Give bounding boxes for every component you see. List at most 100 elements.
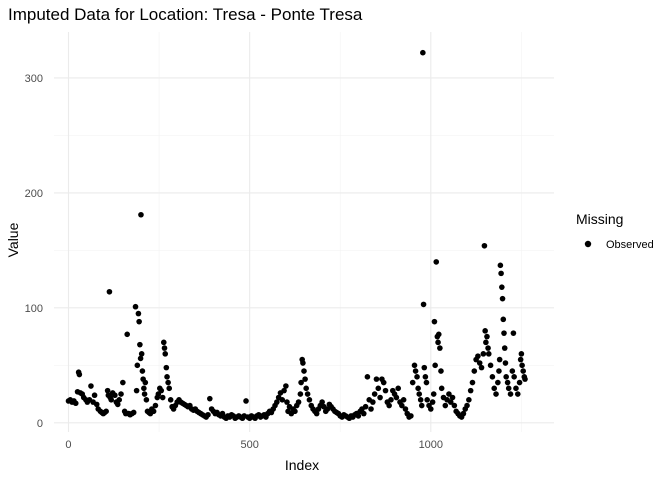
data-point xyxy=(432,362,438,369)
data-point xyxy=(116,397,123,403)
data-point xyxy=(442,402,449,409)
data-point xyxy=(438,368,444,374)
data-point xyxy=(447,399,454,405)
data-point xyxy=(418,402,425,409)
data-point xyxy=(93,401,100,408)
data-point xyxy=(516,379,523,386)
data-point xyxy=(283,383,289,389)
data-point xyxy=(475,353,481,359)
data-point xyxy=(205,411,211,418)
data-point xyxy=(130,409,137,416)
data-point xyxy=(417,397,424,403)
data-point xyxy=(114,401,121,408)
data-point xyxy=(164,374,170,380)
data-point xyxy=(304,391,311,397)
chart-title: Imputed Data for Location: Tresa - Ponte… xyxy=(8,5,363,24)
data-point xyxy=(423,379,430,386)
data-point xyxy=(386,402,392,409)
data-point xyxy=(88,383,94,389)
data-point xyxy=(502,360,509,366)
data-point xyxy=(482,328,488,334)
data-point xyxy=(295,399,302,405)
data-point xyxy=(464,402,470,409)
data-point xyxy=(106,288,113,295)
data-point xyxy=(428,406,434,412)
data-point xyxy=(511,374,517,380)
data-point xyxy=(395,385,402,392)
data-point xyxy=(431,318,438,325)
data-point xyxy=(518,351,525,357)
data-point xyxy=(499,284,505,290)
data-point xyxy=(469,379,476,386)
data-point xyxy=(313,410,320,417)
data-point xyxy=(504,379,511,386)
data-point xyxy=(460,410,467,417)
data-point xyxy=(424,397,430,403)
data-point xyxy=(301,368,307,374)
data-point xyxy=(493,391,499,397)
data-point xyxy=(120,379,126,386)
data-point xyxy=(438,385,445,392)
y-tick-label: 200 xyxy=(25,188,43,200)
data-point xyxy=(503,374,509,380)
data-point xyxy=(491,385,498,392)
data-point xyxy=(435,331,442,338)
data-point xyxy=(510,330,517,336)
data-point xyxy=(520,368,526,374)
data-point xyxy=(141,385,147,392)
data-point xyxy=(134,362,141,369)
data-point xyxy=(108,397,115,403)
data-point xyxy=(519,362,525,369)
data-point xyxy=(137,341,143,348)
data-point xyxy=(91,392,98,399)
data-point xyxy=(118,391,124,397)
data-point xyxy=(103,408,109,415)
data-point xyxy=(281,387,287,394)
data-point xyxy=(399,402,405,409)
data-point xyxy=(496,356,503,363)
data-point xyxy=(500,316,507,323)
data-point xyxy=(319,399,325,405)
legend: Missing Observed xyxy=(576,211,654,251)
x-tick-label: 0 xyxy=(65,439,71,451)
data-point xyxy=(142,379,149,386)
data-point xyxy=(364,374,371,380)
data-point xyxy=(371,391,378,397)
data-point xyxy=(207,395,213,402)
data-point xyxy=(476,360,483,366)
data-point xyxy=(484,333,490,340)
data-point xyxy=(393,394,400,401)
data-point xyxy=(306,397,313,403)
data-point xyxy=(302,376,308,382)
data-point xyxy=(132,303,139,310)
x-axis-ticks: 0 500 1000 xyxy=(65,439,443,451)
legend-key-observed xyxy=(584,240,592,248)
data-point xyxy=(150,408,157,415)
data-point xyxy=(420,301,427,308)
data-point xyxy=(487,362,494,369)
data-point xyxy=(377,394,383,401)
data-point xyxy=(135,310,142,317)
data-point xyxy=(415,385,421,392)
data-point xyxy=(402,406,409,412)
data-point xyxy=(355,413,362,419)
data-point xyxy=(514,391,521,397)
data-point xyxy=(279,397,286,403)
data-point xyxy=(437,345,443,351)
data-point xyxy=(124,331,130,338)
data-point xyxy=(498,270,504,277)
data-point xyxy=(388,397,394,403)
data-point xyxy=(467,387,474,394)
data-point xyxy=(485,345,491,351)
data-point xyxy=(167,397,174,403)
data-point xyxy=(489,374,496,380)
data-point xyxy=(300,360,306,366)
x-tick-label: 1000 xyxy=(419,439,443,451)
data-point xyxy=(496,368,502,374)
data-point xyxy=(497,262,504,269)
data-point xyxy=(409,379,416,386)
y-tick-label: 100 xyxy=(25,303,43,315)
data-point xyxy=(104,387,111,394)
data-points xyxy=(65,49,528,422)
